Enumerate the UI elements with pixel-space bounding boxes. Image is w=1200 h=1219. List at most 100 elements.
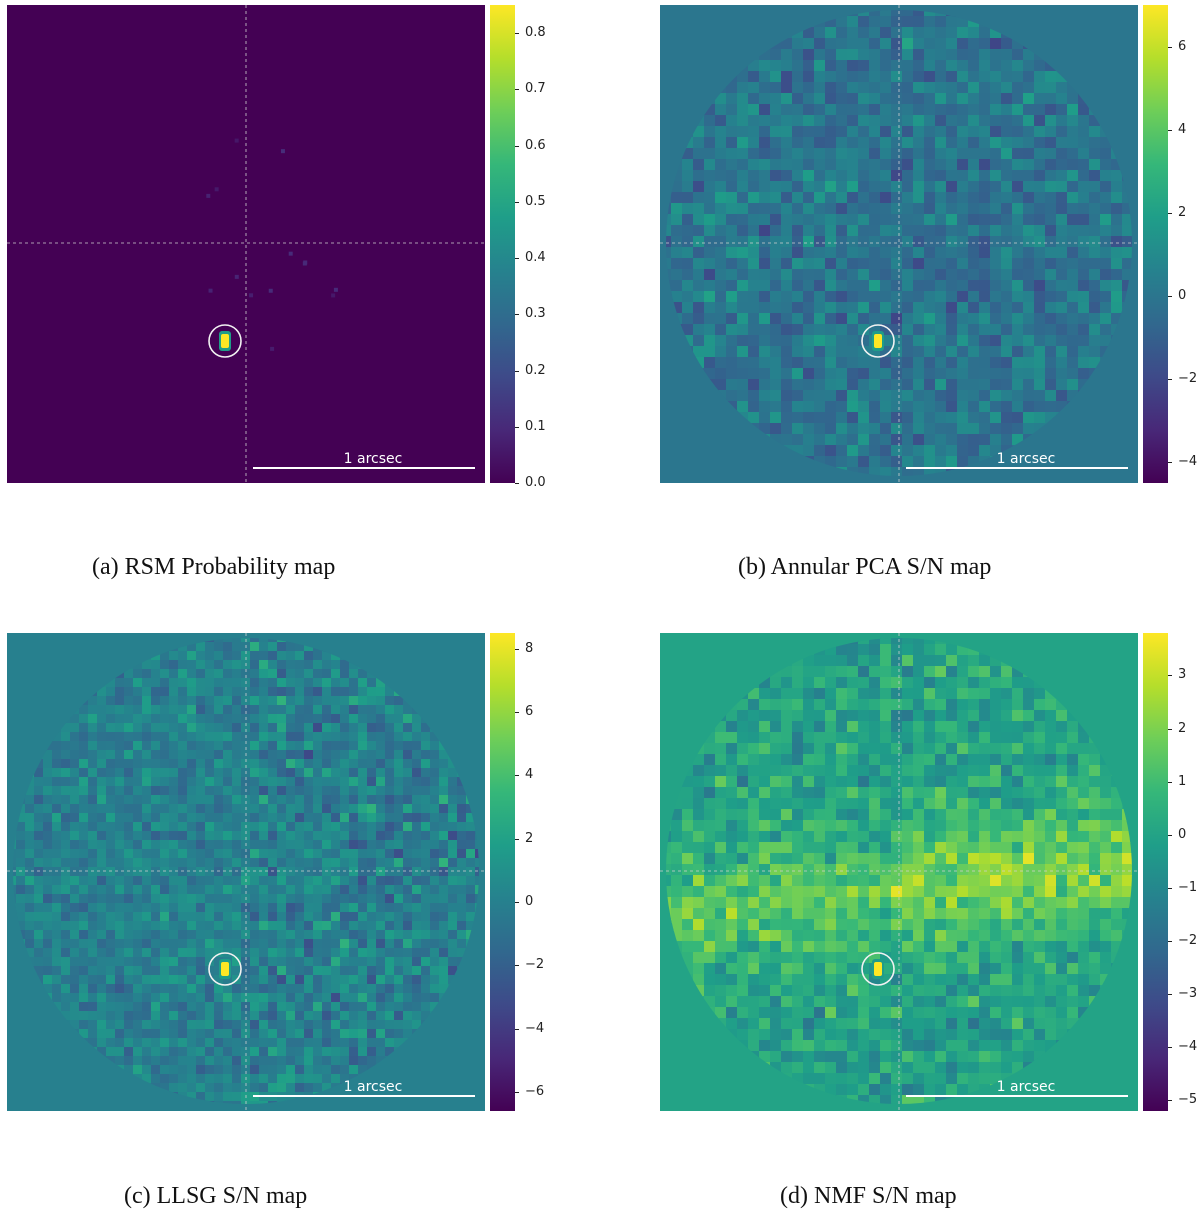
colorbar-tick-text: 0.3 [525, 306, 546, 322]
colorbar-tick-label: 0.3 [515, 306, 546, 322]
colorbar-a [490, 5, 515, 483]
colorbar-ticks-a: 0.8 0.7 0.6 0.5 0.4 0.3 0.2 0.1 0.0 [515, 5, 579, 490]
colorbar-tick-label: −2 [514, 957, 545, 973]
image-map-c: 1 arcsec [7, 633, 485, 1111]
caption-b: (b) Annular PCA S/N map [738, 554, 992, 580]
colorbar-tick-label: 0.7 [515, 81, 546, 97]
colorbar-tick-text: −4 [525, 1020, 545, 1036]
map-svg-c: 1 arcsec [7, 633, 485, 1111]
colorbar-tick-text: 4 [525, 767, 534, 783]
scalebar-label: 1 arcsec [344, 1079, 403, 1095]
planet-signal [874, 962, 882, 976]
colorbar-tick-label: −1 [1167, 879, 1198, 895]
planet-marker-circle [208, 952, 242, 986]
map-svg-d: 1 arcsec [660, 633, 1138, 1111]
colorbar-tick-text: 0.7 [525, 81, 546, 97]
planet-signal [221, 962, 229, 976]
colorbar-tick-label: 0.5 [515, 193, 546, 209]
colorbar-tick-text: −6 [525, 1084, 545, 1099]
caption-c: (c) LLSG S/N map [124, 1183, 308, 1209]
colorbar-ticks-b: 6 4 2 0 −2 −4 [1167, 5, 1200, 483]
colorbar-tick-text: 2 [1178, 720, 1187, 736]
colorbar-tick-text: 0.4 [525, 250, 546, 266]
colorbar-tick-text: 1 [1178, 773, 1187, 789]
planet-marker-circle [208, 324, 242, 358]
colorbar-tick-text: 0 [1178, 826, 1187, 842]
colorbar-tick-label: −2 [1167, 933, 1198, 949]
planet-signal [221, 334, 229, 348]
colorbar-tick-label: −2 [1167, 371, 1198, 387]
colorbar-tick-label: 2 [514, 830, 534, 846]
colorbar-c [490, 633, 515, 1111]
colorbar-tick-text: 0.6 [525, 137, 546, 153]
colorbar-tick-text: 0.0 [525, 475, 546, 490]
colorbar-tick-label: 6 [514, 704, 534, 720]
colorbar-tick-label: 3 [1167, 667, 1187, 683]
scalebar-label: 1 arcsec [344, 451, 403, 467]
colorbar-tick-label: −5 [1167, 1092, 1198, 1108]
caption-a: (a) RSM Probability map [92, 554, 336, 580]
colorbar-tick-label: 0.1 [515, 418, 546, 434]
colorbar-tick-text: 6 [525, 704, 534, 720]
colorbar-tick-label: −4 [1167, 1039, 1198, 1055]
image-map-d: 1 arcsec [660, 633, 1138, 1111]
colorbar-tick-label: 0.4 [515, 250, 546, 266]
colorbar-tick-text: 0.5 [525, 193, 546, 209]
speckle-field [666, 10, 1132, 476]
colorbar-tick-text: −4 [1178, 454, 1198, 470]
colorbar-tick-label: 8 [514, 640, 534, 656]
colorbar-tick-label: −3 [1167, 986, 1198, 1002]
colorbar-tick-text: 0 [1178, 287, 1187, 303]
colorbar-b [1143, 5, 1168, 483]
colorbar-tick-text: −2 [1178, 371, 1198, 387]
caption-d: (d) NMF S/N map [780, 1183, 957, 1209]
colorbar-tick-text: 6 [1178, 38, 1187, 54]
colorbar-tick-label: 4 [514, 767, 534, 783]
colorbar-tick-text: 0.2 [525, 362, 546, 378]
colorbar-tick-label: 0.6 [515, 137, 546, 153]
colorbar-tick-text: −2 [1178, 933, 1198, 949]
colorbar-tick-text: 0 [525, 894, 534, 910]
colorbar-tick-text: −4 [1178, 1039, 1198, 1055]
colorbar-tick-text: 0.8 [525, 25, 546, 41]
image-map-a: 1 arcsec [7, 5, 485, 483]
colorbar-tick-label: 0 [514, 894, 534, 910]
colorbar-tick-text: −3 [1178, 986, 1198, 1002]
planet-marker-circle [861, 952, 895, 986]
colorbar-tick-label: 0.0 [515, 475, 546, 490]
map-svg-a: 1 arcsec [7, 5, 485, 483]
scalebar-label: 1 arcsec [997, 451, 1056, 467]
colorbar-tick-text: 8 [525, 640, 534, 656]
colorbar-tick-label: −4 [1167, 454, 1198, 470]
colorbar-tick-label: 0.8 [515, 25, 546, 41]
map-svg-b: 1 arcsec [660, 5, 1138, 483]
colorbar-d [1143, 633, 1168, 1111]
colorbar-ticks-c: 8 6 4 2 0 −2 −4 −6 [514, 633, 579, 1111]
colorbar-tick-label: 6 [1167, 38, 1187, 54]
colorbar-tick-text: −2 [525, 957, 545, 973]
colorbar-tick-label: 2 [1167, 204, 1187, 220]
panel-a: 1 arcsec 0.8 0.7 0.6 0.5 0.4 0.3 0.2 0.1 0.0 (a)… [0, 0, 600, 600]
colorbar-tick-label: −4 [514, 1020, 545, 1036]
colorbar-tick-label: 0.2 [515, 362, 546, 378]
colorbar-ticks-d: 3 2 1 0 −1 −2 −3 −4 −5 [1167, 633, 1200, 1111]
colorbar-tick-text: 2 [1178, 204, 1187, 220]
planet-signal [874, 334, 882, 348]
noise-specks [206, 138, 338, 351]
colorbar-tick-label: 0 [1167, 287, 1187, 303]
colorbar-tick-text: 0.1 [525, 418, 546, 434]
colorbar-tick-label: 2 [1167, 720, 1187, 736]
colorbar-tick-text: −1 [1178, 879, 1198, 895]
colorbar-tick-text: 2 [525, 830, 534, 846]
scalebar-label: 1 arcsec [997, 1079, 1056, 1095]
colorbar-tick-label: 1 [1167, 773, 1187, 789]
colorbar-tick-label: 4 [1167, 121, 1187, 137]
planet-marker-circle [861, 324, 895, 358]
panel-c: 1 arcsec 8 6 4 2 0 −2 −4 −6 (c) LLSG S/N map [7, 633, 579, 1209]
colorbar-tick-text: −5 [1178, 1092, 1198, 1108]
colorbar-tick-text: 3 [1178, 667, 1187, 683]
colorbar-tick-label: 0 [1167, 826, 1187, 842]
panel-b: 1 arcsec 6 4 2 0 −2 −4 (b) Annular PCA S/N ma… [0, 0, 1200, 600]
colorbar-tick-text: 4 [1178, 121, 1187, 137]
